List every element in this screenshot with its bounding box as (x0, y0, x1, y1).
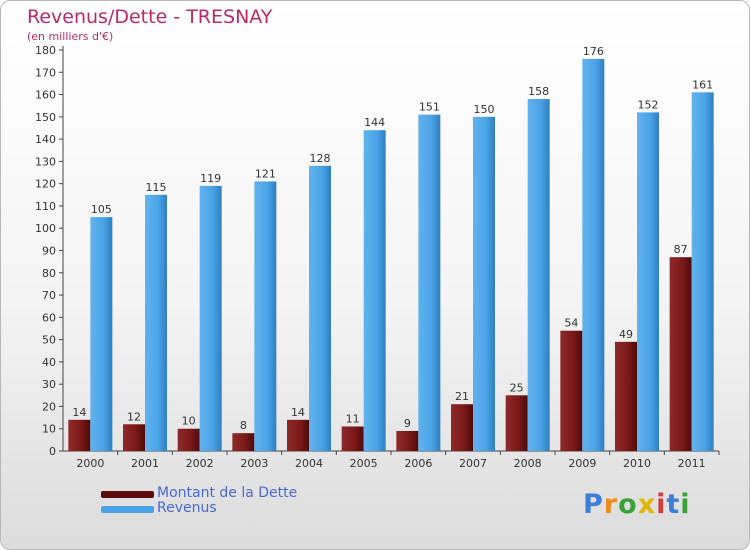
bar-debt (615, 341, 637, 451)
bar-revenue (582, 58, 605, 452)
y-tick-label: 180 (35, 44, 56, 57)
y-tick-label: 110 (35, 200, 56, 213)
data-label-revenue: 151 (419, 101, 440, 114)
x-tick-label: 2011 (678, 457, 706, 470)
y-tick-label: 140 (35, 133, 56, 146)
data-label-revenue: 115 (146, 181, 167, 194)
y-tick-label: 130 (35, 155, 56, 168)
bar-revenue (145, 194, 167, 452)
data-label-debt: 87 (674, 243, 688, 256)
logo-letter: t (666, 489, 681, 520)
bar-debt (396, 430, 419, 451)
bar-revenue (473, 116, 495, 451)
x-tick-label: 2000 (76, 457, 104, 470)
bar-revenue (691, 92, 714, 452)
data-label-debt: 10 (182, 415, 196, 428)
y-tick-label: 50 (42, 334, 56, 347)
data-label-debt: 12 (127, 410, 141, 423)
data-label-revenue: 152 (638, 98, 659, 111)
data-label-revenue: 144 (364, 116, 385, 129)
legend-label-revenue: Revenus (157, 500, 217, 516)
bar-revenue (637, 112, 659, 451)
y-tick-label: 10 (42, 423, 56, 436)
y-tick-label: 30 (42, 378, 56, 391)
bar-debt (68, 419, 91, 451)
data-label-debt: 11 (346, 412, 360, 425)
bar-debt (341, 426, 364, 451)
y-tick-label: 170 (35, 66, 56, 79)
logo-letter: r (603, 489, 619, 520)
bar-debt (669, 257, 692, 451)
y-tick-label: 100 (35, 222, 56, 235)
data-label-debt: 49 (619, 328, 633, 341)
x-tick-label: 2005 (350, 457, 378, 470)
x-tick-label: 2009 (568, 457, 596, 470)
data-label-revenue: 119 (200, 172, 221, 185)
chart-subtitle: (en milliers d'€) (27, 30, 114, 43)
data-label-debt: 14 (72, 406, 86, 419)
x-tick-label: 2010 (623, 457, 651, 470)
y-tick-label: 20 (42, 400, 56, 413)
x-tick-label: 2004 (295, 457, 323, 470)
data-label-debt: 54 (564, 317, 578, 330)
data-label-debt: 21 (455, 390, 469, 403)
bar-debt (505, 395, 528, 451)
chart-value-labels: 14 105 12 115 10 119 8 121 14 128 11 144 9 151 21 150 25… (72, 45, 713, 432)
logo-letter: P (583, 489, 604, 520)
y-tick-label: 80 (42, 267, 56, 280)
data-label-debt: 25 (510, 381, 524, 394)
y-tick-label: 60 (42, 311, 56, 324)
legend-label-debt: Montant de la Dette (157, 485, 298, 501)
data-label-revenue: 150 (474, 103, 495, 116)
x-tick-label: 2006 (404, 457, 432, 470)
bar-revenue (254, 181, 277, 451)
data-label-debt: 14 (291, 406, 305, 419)
proxiti-logo: Proxiti (583, 489, 691, 520)
y-tick-label: 40 (42, 356, 56, 369)
bar-debt (177, 428, 200, 451)
y-tick-label: 90 (42, 245, 56, 258)
data-label-revenue: 121 (255, 167, 276, 180)
x-tick-label: 2008 (514, 457, 542, 470)
bar-revenue (90, 217, 113, 451)
legend-swatch-debt (101, 491, 154, 498)
data-label-revenue: 158 (528, 85, 549, 98)
bar-revenue (363, 130, 386, 451)
logo-letter: i (680, 489, 691, 520)
data-label-debt: 8 (240, 419, 247, 432)
bar-debt (560, 330, 583, 451)
x-tick-label: 2007 (459, 457, 487, 470)
bar-debt (232, 433, 255, 451)
bar-revenue (527, 99, 550, 451)
bar-revenue (418, 114, 441, 451)
bar-debt (287, 419, 309, 451)
y-tick-label: 70 (42, 289, 56, 302)
data-label-revenue: 161 (692, 78, 713, 91)
bar-debt (451, 404, 473, 451)
data-label-revenue: 176 (583, 45, 604, 58)
chart-axes: 0 10 20 30 40 50 60 70 80 90 100 110 120 130 140 150 160… (35, 44, 720, 470)
data-label-revenue: 105 (91, 203, 112, 216)
logo-letter: i (656, 489, 667, 520)
y-tick-label: 120 (35, 178, 56, 191)
y-tick-label: 0 (49, 445, 56, 458)
data-label-debt: 9 (404, 417, 411, 430)
bar-debt (123, 424, 145, 451)
chart-title: Revenus/Dette - TRESNAY (27, 6, 273, 28)
y-tick-label: 150 (35, 111, 56, 124)
bar-revenue (309, 165, 331, 451)
x-tick-label: 2003 (240, 457, 268, 470)
x-tick-label: 2001 (131, 457, 159, 470)
logo-letter: x (637, 489, 657, 520)
bar-revenue (199, 185, 222, 451)
legend-swatch-revenue (101, 506, 154, 513)
data-label-revenue: 128 (310, 152, 331, 165)
logo-letter: o (618, 489, 638, 520)
chart-bars (68, 58, 714, 452)
x-tick-label: 2002 (186, 457, 214, 470)
y-tick-label: 160 (35, 89, 56, 102)
